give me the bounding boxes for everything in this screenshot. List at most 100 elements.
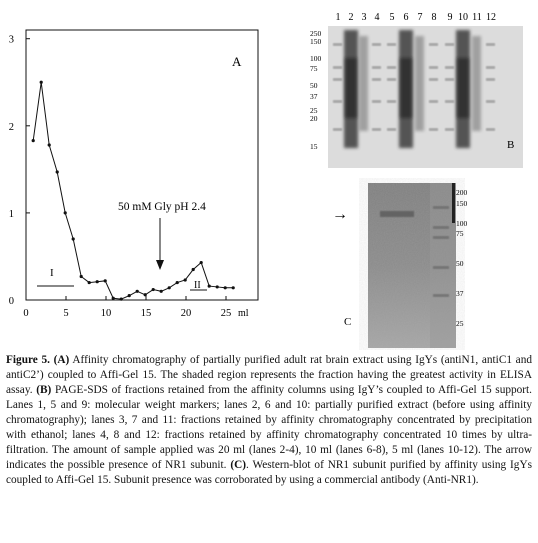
panel-label-b: B [507, 139, 514, 151]
gel-band [445, 43, 454, 46]
y-tick-label: 1 [9, 209, 14, 220]
data-point [127, 294, 131, 298]
y-tick-label: 3 [9, 35, 14, 46]
x-tick-label: 25 [221, 308, 232, 319]
marker-label: 150 [310, 37, 322, 46]
data-point [47, 143, 51, 147]
ladder-band [433, 294, 449, 297]
gel-band [429, 100, 438, 103]
lane-label: 6 [404, 12, 409, 23]
blot-marker-label: 200 [456, 188, 468, 197]
gel-band [486, 128, 495, 131]
gel-lane-core [400, 58, 412, 118]
data-point [135, 289, 139, 293]
ladder-band [433, 206, 449, 209]
blot-marker-label: 50 [456, 259, 464, 268]
panel-label-c: C [344, 316, 351, 328]
gel-band [372, 43, 381, 46]
caption-part-b-text: PAGE-SDS of fractions retained from the … [6, 384, 533, 471]
gel-band [387, 66, 396, 69]
blot-marker-label: 25 [456, 319, 464, 328]
gel-band [445, 100, 454, 103]
x-tick-label: 0 [23, 308, 28, 319]
data-point [207, 284, 211, 288]
gel-band [429, 66, 438, 69]
series-line [32, 82, 234, 300]
gel-band [387, 128, 396, 131]
gel-lane-faint [472, 36, 481, 131]
gel-band [372, 100, 381, 103]
marker-label: 250 [310, 29, 322, 38]
y-tick-label: 0 [9, 296, 14, 307]
gel-band [429, 128, 438, 131]
ladder-band [433, 266, 449, 269]
marker-label: 37 [310, 92, 318, 101]
marker-label: 20 [310, 114, 318, 123]
region-label-1: I [50, 267, 54, 279]
gel-band [333, 66, 342, 69]
x-unit-label: ml [238, 308, 249, 319]
gel-band [333, 78, 342, 81]
data-point [183, 278, 187, 282]
blot-marker-lane [430, 183, 456, 348]
marker-label: 50 [310, 81, 318, 90]
panel-label-a: A [232, 54, 242, 69]
gel-band [387, 100, 396, 103]
blot-marker-label: 75 [456, 229, 464, 238]
figure-caption: Figure 5. (A) Affinity chromatography of… [6, 353, 532, 488]
marker-label: 100 [310, 54, 322, 63]
gel-band [445, 128, 454, 131]
caption-part-b-label: (B) [36, 384, 52, 396]
blot-edge-dark [452, 183, 455, 223]
lane-label: 11 [472, 12, 482, 23]
chromatography-chart: 0 5 10 15 20 25 0 1 2 3 A 50 mM Gly pH 2.4 I II m… [9, 29, 259, 319]
gel-band [486, 100, 495, 103]
lane-label: 12 [486, 12, 496, 23]
chart-ticks: 0 5 10 15 20 25 0 1 2 3 [9, 35, 232, 319]
elution-arrow-head [156, 260, 164, 270]
data-point [79, 274, 83, 279]
lane-label: 5 [390, 12, 395, 23]
gel-band [372, 128, 381, 131]
ladder-band [433, 226, 449, 229]
data-point [71, 237, 75, 241]
y-tick-label: 2 [9, 122, 14, 133]
lane-label: 8 [432, 12, 437, 23]
gel-band [387, 78, 396, 81]
gel-band [333, 128, 342, 131]
elution-annotation: 50 mM Gly pH 2.4 [118, 201, 206, 213]
data-point [103, 279, 107, 283]
blot-marker-label: 150 [456, 199, 468, 208]
x-tick-label: 5 [63, 308, 68, 319]
gel-band [486, 43, 495, 46]
plot-frame [25, 29, 259, 301]
data-point [111, 296, 115, 300]
blot-texture [368, 183, 456, 348]
x-tick-label: 20 [181, 308, 192, 319]
gel-band [486, 78, 495, 81]
data-point [159, 289, 163, 293]
nr1-arrow: → [332, 206, 348, 223]
data-point [119, 297, 123, 301]
gel-lane-core [345, 58, 357, 118]
gel-band [445, 66, 454, 69]
lane-label: 7 [418, 12, 423, 23]
data-point [223, 286, 227, 290]
nr1-band [380, 211, 414, 217]
data-point [231, 286, 235, 290]
lane-label: 1 [336, 12, 341, 23]
gel-band [372, 66, 381, 69]
chart-axes [25, 29, 259, 301]
lane-label: 4 [375, 12, 380, 23]
data-point [95, 280, 99, 284]
caption-lead: Figure 5. [6, 354, 50, 366]
data-point [143, 293, 147, 297]
data-point [191, 267, 195, 272]
blot-ladder-bands [433, 206, 449, 297]
region-label-2: II [194, 280, 201, 291]
lane-label: 9 [448, 12, 453, 23]
chart-series [31, 80, 235, 301]
data-point [63, 211, 67, 215]
